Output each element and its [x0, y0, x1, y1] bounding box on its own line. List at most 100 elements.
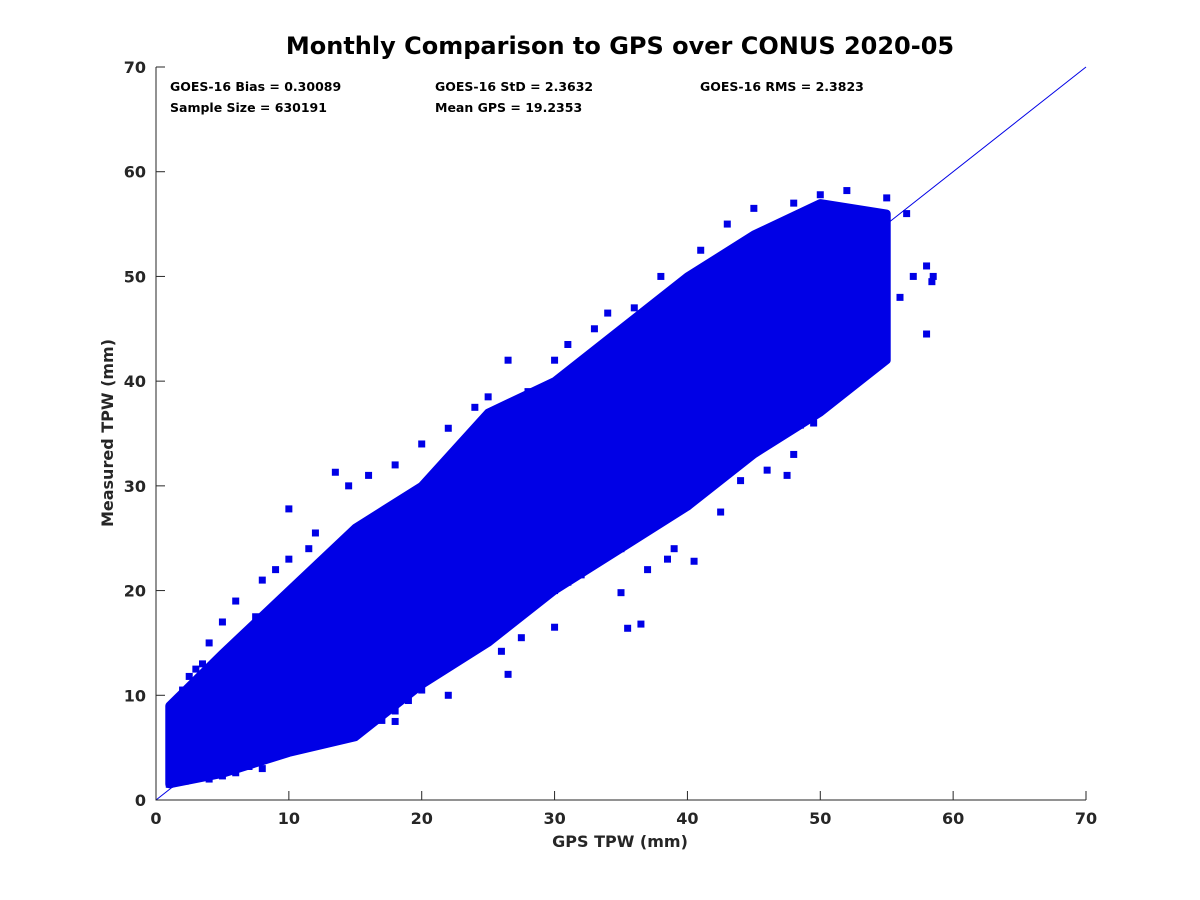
scatter-point [517, 634, 525, 642]
dense-point-cloud [165, 199, 891, 789]
scatter-point [272, 566, 280, 574]
scatter-point [750, 204, 758, 212]
statistics-annotations: GOES-16 Bias = 0.30089 GOES-16 StD = 2.3… [170, 79, 864, 115]
scatter-point [551, 356, 559, 364]
scatter-point [617, 589, 625, 597]
scatter-point [723, 435, 731, 443]
x-axis-ticks: 0 10 20 30 40 50 60 70 [150, 791, 1097, 828]
scatter-point [272, 751, 280, 759]
scatter-point [604, 550, 612, 558]
scatter-point [298, 741, 306, 749]
scatter-point [205, 639, 213, 647]
scatter-point [358, 524, 366, 532]
x-tick-label: 40 [676, 809, 698, 828]
scatter-point [830, 325, 838, 333]
scatter-point [524, 388, 532, 396]
scatter-point [205, 775, 213, 783]
scatter-point [823, 215, 831, 223]
scatter-point [783, 471, 791, 479]
scatter-point [511, 482, 519, 490]
scatter-point [650, 325, 658, 333]
scatter-point [697, 482, 705, 490]
scatter-point [325, 730, 333, 738]
scatter-point [677, 293, 685, 301]
scatter-point [737, 445, 745, 453]
scatter-point [497, 623, 505, 631]
scatter-point [179, 686, 187, 694]
scatter-point [168, 749, 176, 757]
scatter-point [896, 293, 904, 301]
scatter-point [577, 430, 585, 437]
scatter-point [378, 602, 386, 610]
scatter-point [757, 414, 764, 422]
scatter-point [172, 775, 180, 783]
scatter-point [245, 762, 253, 770]
scatter-point [604, 309, 612, 317]
scatter-point [391, 717, 399, 725]
y-tick-label: 40 [124, 372, 146, 391]
scatter-point [172, 707, 180, 715]
scatter-point [776, 283, 784, 291]
scatter-point [637, 620, 645, 628]
scatter-point [590, 560, 598, 568]
scatter-point [551, 587, 559, 595]
scatter-point [258, 576, 266, 584]
scatter-point [923, 330, 931, 338]
scatter-point [923, 262, 931, 270]
plot-area [155, 66, 1087, 801]
scatter-point [551, 623, 559, 631]
y-tick-label: 60 [124, 163, 146, 182]
scatter-point [404, 498, 412, 506]
scatter-point [431, 477, 439, 485]
scatter-point [617, 545, 625, 553]
scatter-point [218, 618, 226, 626]
scatter-point [597, 367, 605, 375]
scatter-point [790, 409, 798, 417]
scatter-point [258, 765, 266, 773]
x-tick-label: 60 [942, 809, 964, 828]
scatter-point [165, 780, 173, 788]
scatter-point [883, 194, 891, 202]
stat-rms: GOES-16 RMS = 2.3823 [700, 79, 864, 94]
scatter-point [311, 529, 319, 537]
scatter-point [763, 430, 771, 437]
scatter-point [816, 393, 824, 401]
scatter-point [737, 477, 745, 485]
scatter-point [185, 672, 193, 680]
scatter-point [331, 468, 339, 476]
scatter-point [763, 466, 771, 474]
stat-bias: GOES-16 Bias = 0.30089 [170, 79, 341, 94]
scatter-point [624, 624, 632, 632]
x-tick-label: 30 [543, 809, 565, 828]
scatter-point [192, 773, 200, 781]
scatter-point [338, 725, 346, 733]
scatter-point [856, 288, 864, 296]
scatter-point [189, 733, 197, 741]
x-tick-label: 70 [1075, 809, 1097, 828]
axes: 0 10 20 30 40 50 60 70 0 10 20 30 40 50 60 70 [124, 58, 1097, 828]
scatter-point [484, 628, 492, 636]
scatter-point [710, 325, 718, 333]
scatter-point [843, 187, 851, 195]
scatter-point [285, 748, 293, 756]
scatter-point [185, 691, 193, 699]
y-tick-label: 70 [124, 58, 146, 77]
scatter-point [232, 769, 240, 777]
scatter-point [391, 461, 399, 469]
stat-mean-gps: Mean GPS = 19.2353 [435, 100, 582, 115]
scatter-point [524, 602, 532, 610]
scatter-point [365, 721, 373, 729]
stat-std: GOES-16 StD = 2.3632 [435, 79, 593, 94]
scatter-point [318, 738, 326, 746]
x-tick-label: 50 [809, 809, 831, 828]
scatter-point [903, 210, 911, 218]
scatter-point [351, 727, 359, 735]
scatter-point [202, 702, 210, 710]
one-to-one-reference-line [155, 66, 1087, 801]
x-tick-label: 10 [278, 809, 300, 828]
scatter-point [544, 393, 552, 401]
scatter-point [664, 555, 671, 563]
scatter-point [497, 647, 505, 655]
scatter-point [710, 471, 718, 479]
scatter-point [697, 246, 705, 254]
